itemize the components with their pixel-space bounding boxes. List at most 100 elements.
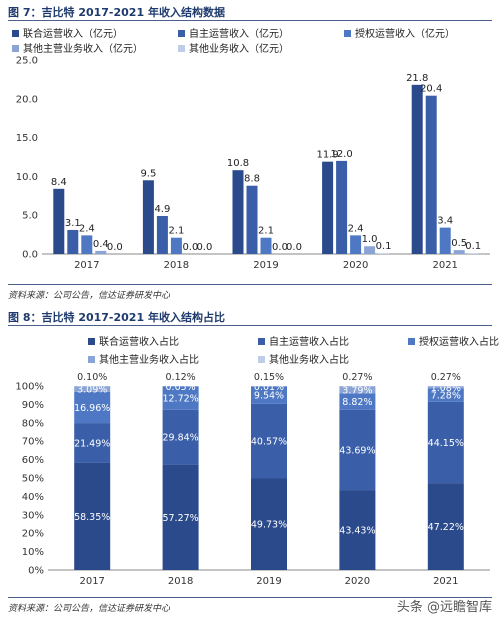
bar-value-label: 12.0 bbox=[330, 149, 352, 160]
bar-value-label: 2.4 bbox=[79, 223, 95, 234]
bar-2021-s4 bbox=[453, 250, 465, 254]
y-tick-label: 25.0 bbox=[16, 56, 38, 67]
y-tick-label: 30% bbox=[22, 510, 44, 521]
y-tick-label: 5.0 bbox=[22, 211, 38, 222]
x-tick-label-2019: 2019 bbox=[253, 260, 278, 271]
bar-value-label: 1.0 bbox=[362, 234, 378, 245]
stack-value-label: 40.57% bbox=[251, 437, 287, 448]
stack-value-label: 0.27% bbox=[342, 372, 372, 383]
stack-2021-s4 bbox=[427, 386, 464, 389]
legend-label-1: 联合运营收入占比 bbox=[99, 335, 179, 348]
stack-value-label: 0.05% bbox=[166, 382, 196, 393]
bar-2020-s3 bbox=[350, 235, 362, 254]
stack-value-label: 0.12% bbox=[166, 372, 196, 383]
stack-value-label: 47.22% bbox=[428, 522, 464, 533]
bar-value-label: 10.8 bbox=[227, 158, 249, 169]
bar-2018-s3 bbox=[170, 237, 182, 254]
stack-2021-s3 bbox=[427, 388, 464, 402]
bar-value-label: 4.9 bbox=[154, 204, 170, 215]
figure7-source: 资料来源：公司公告，信达证券研发中心 bbox=[8, 291, 171, 301]
stack-value-label: 7.28% bbox=[431, 391, 461, 402]
bar-2019-s1 bbox=[232, 170, 244, 254]
legend-swatch-5 bbox=[258, 356, 265, 363]
figure7-bottom-rule bbox=[8, 284, 492, 285]
stack-value-label: 1.08% bbox=[431, 383, 461, 394]
stack-value-label: 3.79% bbox=[342, 385, 372, 396]
x-tick-label-2017: 2017 bbox=[74, 260, 99, 271]
stack-2018-s3 bbox=[162, 386, 199, 410]
stack-value-label: 49.73% bbox=[251, 520, 287, 531]
legend-swatch-4 bbox=[12, 45, 19, 52]
stack-value-label: 0.10% bbox=[77, 372, 107, 383]
bar-value-label: 0.5 bbox=[451, 238, 467, 249]
figure8-bottom-rule bbox=[8, 597, 492, 598]
stack-2017-s2 bbox=[74, 423, 111, 463]
stack-value-label: 0.15% bbox=[254, 372, 284, 383]
bar-2018-s1 bbox=[142, 180, 154, 254]
stack-value-label: 29.84% bbox=[162, 433, 198, 444]
stack-value-label: 57.27% bbox=[162, 513, 198, 524]
y-tick-label: 0.0 bbox=[22, 250, 38, 261]
stack-2017-s4 bbox=[74, 386, 111, 392]
bar-value-label: 9.5 bbox=[140, 168, 156, 179]
stack-2018-s1 bbox=[162, 464, 199, 570]
y-tick-label: 0% bbox=[28, 566, 44, 577]
legend-swatch-2 bbox=[178, 30, 185, 37]
y-tick-label: 15.0 bbox=[16, 133, 38, 144]
bar-2020-s1 bbox=[322, 161, 334, 254]
bar-value-label: 2.1 bbox=[258, 226, 274, 237]
bar-value-label: 3.1 bbox=[65, 218, 81, 229]
y-tick-label: 70% bbox=[22, 437, 44, 448]
bar-2020-s2 bbox=[336, 160, 348, 254]
watermark: 头条 @远瞻智库 bbox=[396, 600, 492, 615]
stack-2020-s3 bbox=[339, 393, 376, 410]
legend-label-2: 自主运营收入占比 bbox=[269, 335, 349, 348]
x-tick-label-2018: 2018 bbox=[168, 576, 193, 587]
bar-value-label: 0.1 bbox=[376, 241, 392, 252]
legend-swatch-5 bbox=[178, 45, 185, 52]
y-tick-label: 90% bbox=[22, 400, 44, 411]
stack-value-label: 43.69% bbox=[339, 445, 375, 456]
bar-value-label: 21.8 bbox=[406, 73, 428, 84]
stack-value-label: 16.96% bbox=[74, 403, 110, 414]
stack-2019-s1 bbox=[251, 478, 287, 570]
stack-value-label: 43.43% bbox=[339, 526, 375, 537]
bar-value-label: 0.0 bbox=[272, 242, 288, 253]
bar-2017-s4 bbox=[95, 250, 107, 254]
bar-2019-s2 bbox=[246, 185, 258, 254]
bar-value-label: 8.4 bbox=[51, 177, 67, 188]
stack-2019-s3 bbox=[251, 386, 287, 404]
legend-swatch-2 bbox=[258, 338, 265, 345]
stack-2021-s1 bbox=[427, 483, 464, 570]
stack-2019-s2 bbox=[251, 403, 287, 479]
y-tick-label: 10.0 bbox=[16, 172, 38, 183]
figure8-title: 图 8：吉比特 2017-2021 年收入结构占比 bbox=[8, 311, 225, 324]
legend-swatch-4 bbox=[88, 356, 95, 363]
y-tick-label: 20% bbox=[22, 529, 44, 540]
legend-label-3: 授权运营收入占比 bbox=[419, 335, 499, 348]
bar-2021-s3 bbox=[439, 227, 451, 254]
legend-swatch-3 bbox=[408, 338, 415, 345]
stack-value-label: 58.35% bbox=[74, 512, 110, 523]
bar-2021-s5 bbox=[467, 253, 479, 254]
x-tick-label-2021: 2021 bbox=[432, 260, 457, 271]
stack-value-label: 44.15% bbox=[428, 438, 464, 449]
stack-value-label: 21.49% bbox=[74, 438, 110, 449]
x-tick-label-2021: 2021 bbox=[433, 576, 458, 587]
stack-value-label: 0.01% bbox=[254, 382, 284, 393]
bar-value-label: 20.4 bbox=[420, 84, 442, 95]
chart7-grouped-bar: 联合运营收入（亿元） 自主运营收入（亿元） 授权运营收入（亿元） 其他主营业务收入（亿… bbox=[12, 27, 490, 271]
bar-value-label: 0.1 bbox=[465, 241, 481, 252]
stack-value-label: 3.09% bbox=[77, 385, 107, 396]
y-tick-label: 20.0 bbox=[16, 94, 38, 105]
bar-value-label: 2.1 bbox=[168, 226, 184, 237]
legend-label-4: 其他主营业务收入（亿元） bbox=[23, 42, 143, 55]
bar-2019-s3 bbox=[260, 237, 272, 254]
bar-2020-s4 bbox=[364, 246, 376, 254]
y-tick-label: 80% bbox=[22, 418, 44, 429]
stack-2017-s3 bbox=[74, 391, 111, 424]
x-tick-label-2020: 2020 bbox=[343, 260, 368, 271]
bar-2017-s1 bbox=[53, 188, 65, 254]
y-tick-label: 50% bbox=[22, 474, 44, 485]
